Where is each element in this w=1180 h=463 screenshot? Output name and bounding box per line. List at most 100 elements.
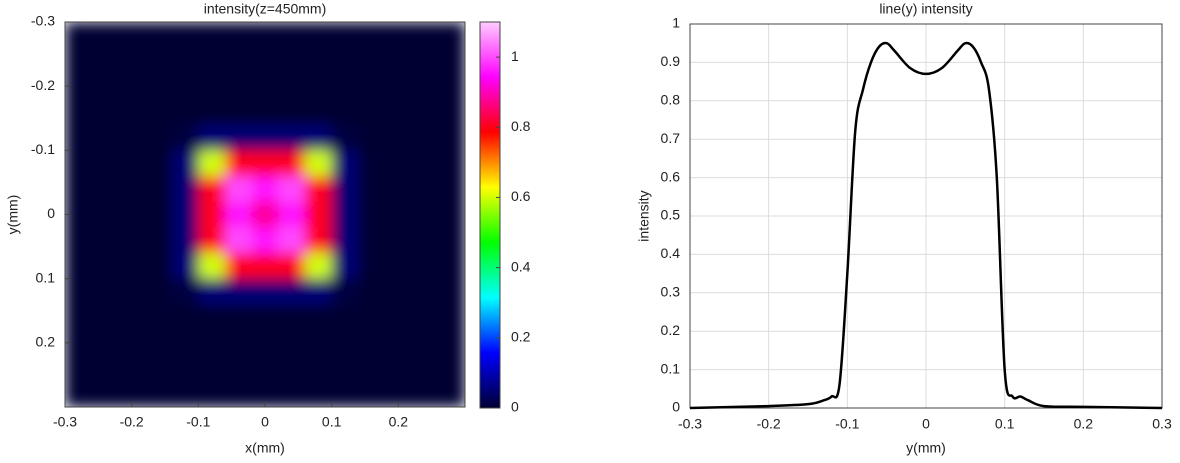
heatmap-cell <box>91 124 119 151</box>
heatmap-cell <box>438 99 465 126</box>
heatmap-cell <box>225 150 253 177</box>
heatmap-cell <box>411 176 439 203</box>
heatmap-cell <box>65 253 93 280</box>
heatmap-cell <box>145 47 173 74</box>
heatmap-cell <box>171 227 199 254</box>
x-tick-label: -0.2 <box>120 414 144 430</box>
heatmap-cell <box>411 201 439 228</box>
heatmap-cell <box>65 22 93 49</box>
heatmap-cell <box>385 150 413 177</box>
heatmap-cell <box>305 22 333 49</box>
heatmap-cell <box>118 150 146 177</box>
heatmap-cell <box>198 355 226 382</box>
heatmap-cell <box>331 355 359 382</box>
heatmap-cell <box>145 304 173 331</box>
heatmap-cell <box>198 201 226 228</box>
colorbar-tick-label: 0.8 <box>511 118 531 134</box>
heatmap-cell <box>198 304 226 331</box>
heatmap-cell <box>171 201 199 228</box>
heatmap-cell <box>438 150 465 177</box>
heatmap-cell <box>65 304 93 331</box>
heatmap-cell <box>145 278 173 305</box>
heatmap-cell <box>385 227 413 254</box>
heatmap-cell <box>171 99 199 126</box>
heatmap-cell <box>225 47 253 74</box>
heatmap-cell <box>438 253 465 280</box>
heatmap-cell <box>171 330 199 357</box>
heatmap <box>65 22 465 407</box>
x-tick-label: -0.3 <box>678 416 702 432</box>
heatmap-cell <box>91 355 119 382</box>
y-tick-label: 0.8 <box>661 92 681 108</box>
heatmap-cell <box>385 124 413 151</box>
heatmap-cell <box>411 99 439 126</box>
colorbar-tick-label: 1 <box>511 48 519 64</box>
heatmap-cell <box>305 124 333 151</box>
x-tick-label: 0.2 <box>1074 416 1094 432</box>
heatmap-cell <box>225 355 253 382</box>
heatmap-cell <box>438 227 465 254</box>
x-tick-label: 0.1 <box>995 416 1015 432</box>
x-axis-label: y(mm) <box>906 440 946 456</box>
heatmap-cell <box>145 73 173 100</box>
heatmap-cell <box>411 150 439 177</box>
heatmap-cell <box>278 47 306 74</box>
heatmap-cell <box>145 150 173 177</box>
x-tick-label: 0.2 <box>389 414 409 430</box>
heatmap-cell <box>65 150 93 177</box>
heatmap-cell <box>91 227 119 254</box>
heatmap-cell <box>385 22 413 49</box>
heatmap-cells <box>65 22 465 407</box>
heatmap-cell <box>305 227 333 254</box>
heatmap-cell <box>411 124 439 151</box>
heatmap-cell <box>358 304 386 331</box>
colorbar <box>479 21 501 409</box>
heatmap-cell <box>145 381 173 407</box>
heatmap-cell <box>358 99 386 126</box>
heatmap-cell <box>358 150 386 177</box>
heatmap-cell <box>438 304 465 331</box>
heatmap-cell <box>198 150 226 177</box>
heatmap-cell <box>278 22 306 49</box>
heatmap-cell <box>251 176 279 203</box>
y-tick-label: 0.4 <box>661 245 681 261</box>
x-tick-label: 0.3 <box>1152 416 1172 432</box>
heatmap-cell <box>331 201 359 228</box>
heatmap-cell <box>305 381 333 407</box>
heatmap-cell <box>358 124 386 151</box>
chart-title: intensity(z=450mm) <box>204 1 327 17</box>
heatmap-cell <box>411 253 439 280</box>
colorbar-tick-label: 0 <box>511 399 519 415</box>
y-tick-label: 0.2 <box>36 334 56 350</box>
heatmap-cell <box>305 253 333 280</box>
heatmap-cell <box>225 176 253 203</box>
heatmap-cell <box>118 304 146 331</box>
heatmap-cell <box>91 330 119 357</box>
heatmap-cell <box>251 304 279 331</box>
heatmap-cell <box>411 381 439 407</box>
heatmap-cell <box>278 201 306 228</box>
heatmap-cell <box>251 47 279 74</box>
y-tick-label: 0.9 <box>661 53 681 69</box>
heatmap-cell <box>278 381 306 407</box>
heatmap-cell <box>278 227 306 254</box>
y-tick-label: 0 <box>47 205 55 221</box>
y-tick-label: 0.2 <box>661 322 681 338</box>
x-axis-label: x(mm) <box>245 440 285 456</box>
heatmap-cell <box>118 124 146 151</box>
x-tick-label: 0 <box>261 414 269 430</box>
heatmap-cell <box>198 99 226 126</box>
heatmap-cell <box>91 253 119 280</box>
heatmap-cell <box>65 227 93 254</box>
heatmap-cell <box>225 201 253 228</box>
chart-title: line(y) intensity <box>879 1 972 17</box>
heatmap-cell <box>225 278 253 305</box>
heatmap-cell <box>251 253 279 280</box>
heatmap-cell <box>305 201 333 228</box>
y-tick-label: -0.3 <box>31 13 55 29</box>
heatmap-cell <box>411 330 439 357</box>
heatmap-cell <box>385 176 413 203</box>
x-tick-label: -0.3 <box>53 414 77 430</box>
heatmap-cell <box>331 381 359 407</box>
